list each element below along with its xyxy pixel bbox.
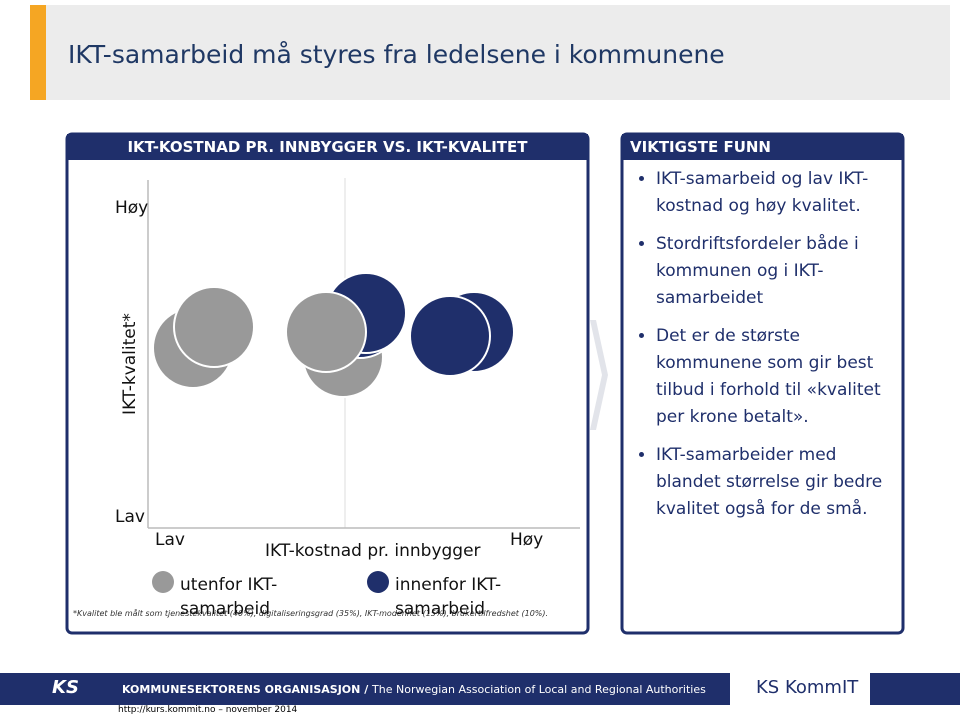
- footer-logo: KS KommIT: [756, 677, 859, 698]
- finding: Stordriftsfordeler både i kommunen og i …: [656, 231, 896, 312]
- slide-title: IKT-samarbeid må styres fra ledelsene i …: [68, 40, 725, 69]
- legend-label: innenfor IKT-samarbeid: [395, 575, 502, 619]
- y-low: Lav: [115, 507, 145, 527]
- org-name-en: The Norwegian Association of Local and R…: [372, 683, 706, 696]
- y-high: Høy: [115, 198, 149, 218]
- x-high: Høy: [510, 530, 544, 550]
- finding: Det er de største kommunene som gir best…: [656, 323, 896, 431]
- right-header-bar: [622, 134, 903, 160]
- arrow: [590, 320, 608, 430]
- footer-logo-box: [730, 673, 870, 705]
- findings-list: IKT-samarbeid og lav IKT-kostnad og høy …: [622, 166, 896, 534]
- org-name: KOMMUNESEKTORENS ORGANISASJON: [122, 683, 361, 696]
- left-header: IKT-KOSTNAD PR. INNBYGGER VS. IKT-KVALIT…: [127, 138, 528, 156]
- left-header-bar: [67, 134, 588, 160]
- legend-swatch: [367, 571, 389, 593]
- right-header: VIKTIGSTE FUNN: [630, 138, 771, 156]
- footer-url: http://kurs.kommit.no – november 2014: [118, 705, 298, 715]
- title-bar: [30, 5, 950, 100]
- footer-org: KOMMUNESEKTORENS ORGANISASJON / The Norw…: [122, 683, 706, 696]
- finding: IKT-samarbeider med blandet størrelse gi…: [656, 442, 896, 523]
- bubbles: [152, 272, 515, 398]
- bubble: [173, 286, 255, 368]
- y-axis-label: IKT-kvalitet*: [120, 313, 140, 415]
- legend-swatch: [152, 571, 174, 593]
- legend-label: utenfor IKT-samarbeid: [180, 575, 278, 619]
- finding: IKT-samarbeid og lav IKT-kostnad og høy …: [656, 166, 896, 220]
- bubble: [285, 291, 367, 373]
- footer-logo: KS: [52, 677, 79, 698]
- footnote: *Kvalitet ble målt som tjenestekvalitet …: [73, 609, 549, 618]
- x-axis-label: IKT-kostnad pr. innbygger: [265, 541, 481, 561]
- x-low: Lav: [155, 530, 185, 550]
- bubble: [409, 295, 491, 377]
- title-accent: [30, 5, 46, 100]
